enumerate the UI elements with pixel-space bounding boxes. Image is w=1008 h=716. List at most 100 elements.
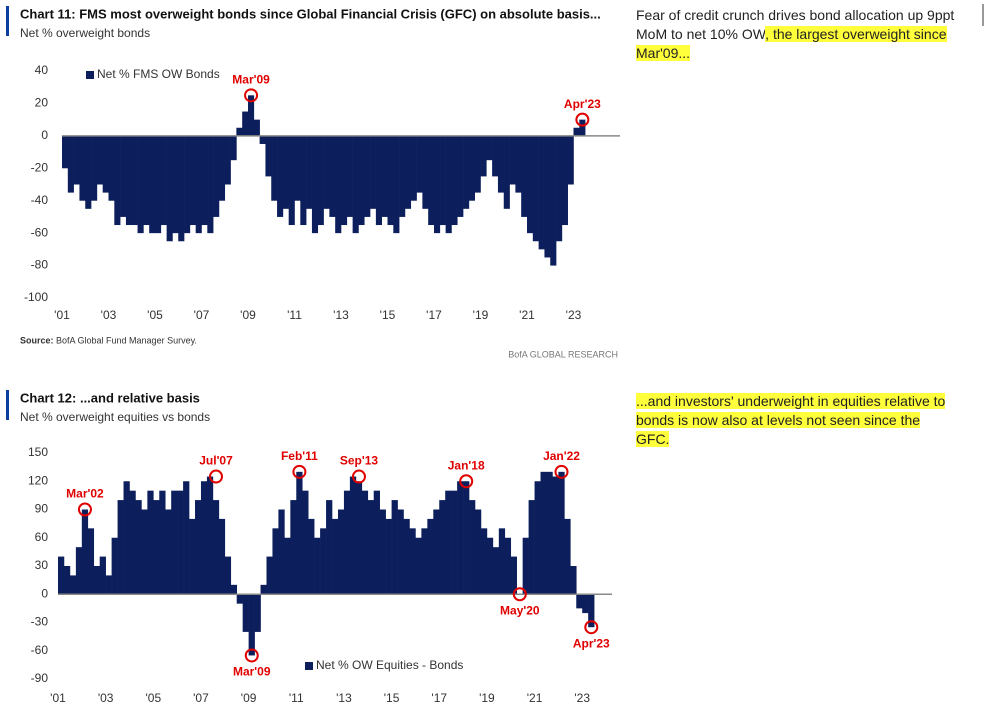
x-tick-label: '15: [384, 691, 400, 705]
bar: [582, 594, 589, 614]
bar: [323, 135, 330, 209]
y-tick-label: -20: [31, 160, 49, 174]
bar: [153, 500, 160, 595]
x-tick-label: '15: [380, 308, 396, 322]
bar: [532, 135, 539, 242]
bar: [522, 537, 529, 595]
annotation-circle: [77, 502, 92, 517]
bar: [141, 509, 148, 595]
bar: [480, 528, 488, 595]
bar: [314, 537, 321, 595]
source: BofA Global Fund Manager Survey.: [56, 335, 197, 345]
bar: [498, 528, 506, 595]
source-label: Source:: [20, 335, 54, 345]
bar: [385, 518, 392, 595]
bar: [332, 518, 339, 595]
bar: [105, 575, 112, 595]
bar: [207, 135, 214, 234]
title-marker: [6, 6, 9, 36]
bar: [147, 490, 154, 595]
bar: [480, 135, 487, 177]
bar: [561, 135, 568, 226]
bar: [503, 135, 510, 209]
bar: [218, 518, 226, 595]
bar: [415, 537, 422, 595]
y-tick-label: -90: [31, 671, 49, 685]
bar: [81, 509, 89, 595]
bar: [206, 476, 214, 595]
annotation-circle: [512, 587, 527, 602]
annotation-label: Mar'09: [233, 665, 271, 679]
y-tick-label: 20: [35, 96, 49, 110]
bar: [200, 481, 208, 595]
bar: [171, 490, 178, 595]
bar: [117, 500, 124, 595]
annotation-circle: [554, 464, 569, 479]
x-tick-label: '17: [431, 691, 447, 705]
x-tick-label: '19: [479, 691, 495, 705]
bar: [201, 135, 208, 226]
x-tick-label: '05: [147, 308, 163, 322]
bar: [111, 537, 118, 595]
bar: [284, 537, 291, 595]
bar: [341, 135, 348, 226]
bar: [253, 119, 260, 136]
bar: [364, 135, 371, 217]
bar: [218, 135, 226, 201]
bar: [428, 135, 435, 226]
bar: [474, 509, 482, 595]
note-2: ...and investors' underweight in equitie…: [636, 392, 956, 449]
bar: [63, 566, 71, 595]
bar: [570, 566, 577, 595]
bar: [120, 135, 127, 217]
bar: [468, 135, 475, 201]
bar: [99, 556, 106, 595]
annotation-circle: [459, 474, 474, 489]
bar: [69, 575, 77, 595]
bar: [521, 135, 528, 217]
bar: [492, 547, 500, 595]
bar: [195, 500, 202, 595]
bar: [265, 135, 272, 177]
annotation-label: Mar'09: [232, 72, 270, 86]
bar: [300, 135, 307, 226]
bar: [391, 500, 398, 595]
annotation-circle: [292, 464, 307, 479]
y-tick-label: 60: [35, 530, 49, 544]
bar: [534, 481, 541, 595]
annotation-circle: [584, 620, 599, 635]
chart-subtitle: Net % overweight equities vs bonds: [20, 410, 210, 424]
bar: [248, 95, 255, 136]
bar: [184, 135, 191, 234]
bar: [224, 135, 231, 185]
bar: [108, 135, 115, 201]
bar: [143, 135, 150, 226]
bar: [320, 528, 327, 595]
bar: [352, 135, 359, 234]
bar: [387, 135, 394, 226]
bar: [326, 500, 333, 595]
x-tick-label: '11: [287, 308, 302, 322]
bar: [567, 135, 574, 185]
bar: [260, 584, 267, 595]
annotation-label: Sep'13: [340, 454, 379, 468]
note-text: Fear of credit crunch drives bond alloca…: [636, 7, 955, 42]
bar: [317, 135, 324, 226]
y-tick-label: -80: [31, 258, 49, 272]
x-tick-label: '01: [54, 308, 70, 322]
bar: [404, 135, 412, 209]
bar: [588, 594, 595, 628]
bar: [373, 490, 380, 595]
annotation-circle: [209, 469, 224, 484]
bar: [504, 537, 512, 595]
x-tick-label: '09: [240, 308, 256, 322]
bar: [527, 135, 534, 234]
bar: [278, 509, 285, 595]
bar: [329, 135, 336, 217]
bar: [410, 135, 417, 201]
bar: [213, 135, 220, 217]
x-tick-label: '23: [574, 691, 590, 705]
bar: [306, 135, 313, 209]
